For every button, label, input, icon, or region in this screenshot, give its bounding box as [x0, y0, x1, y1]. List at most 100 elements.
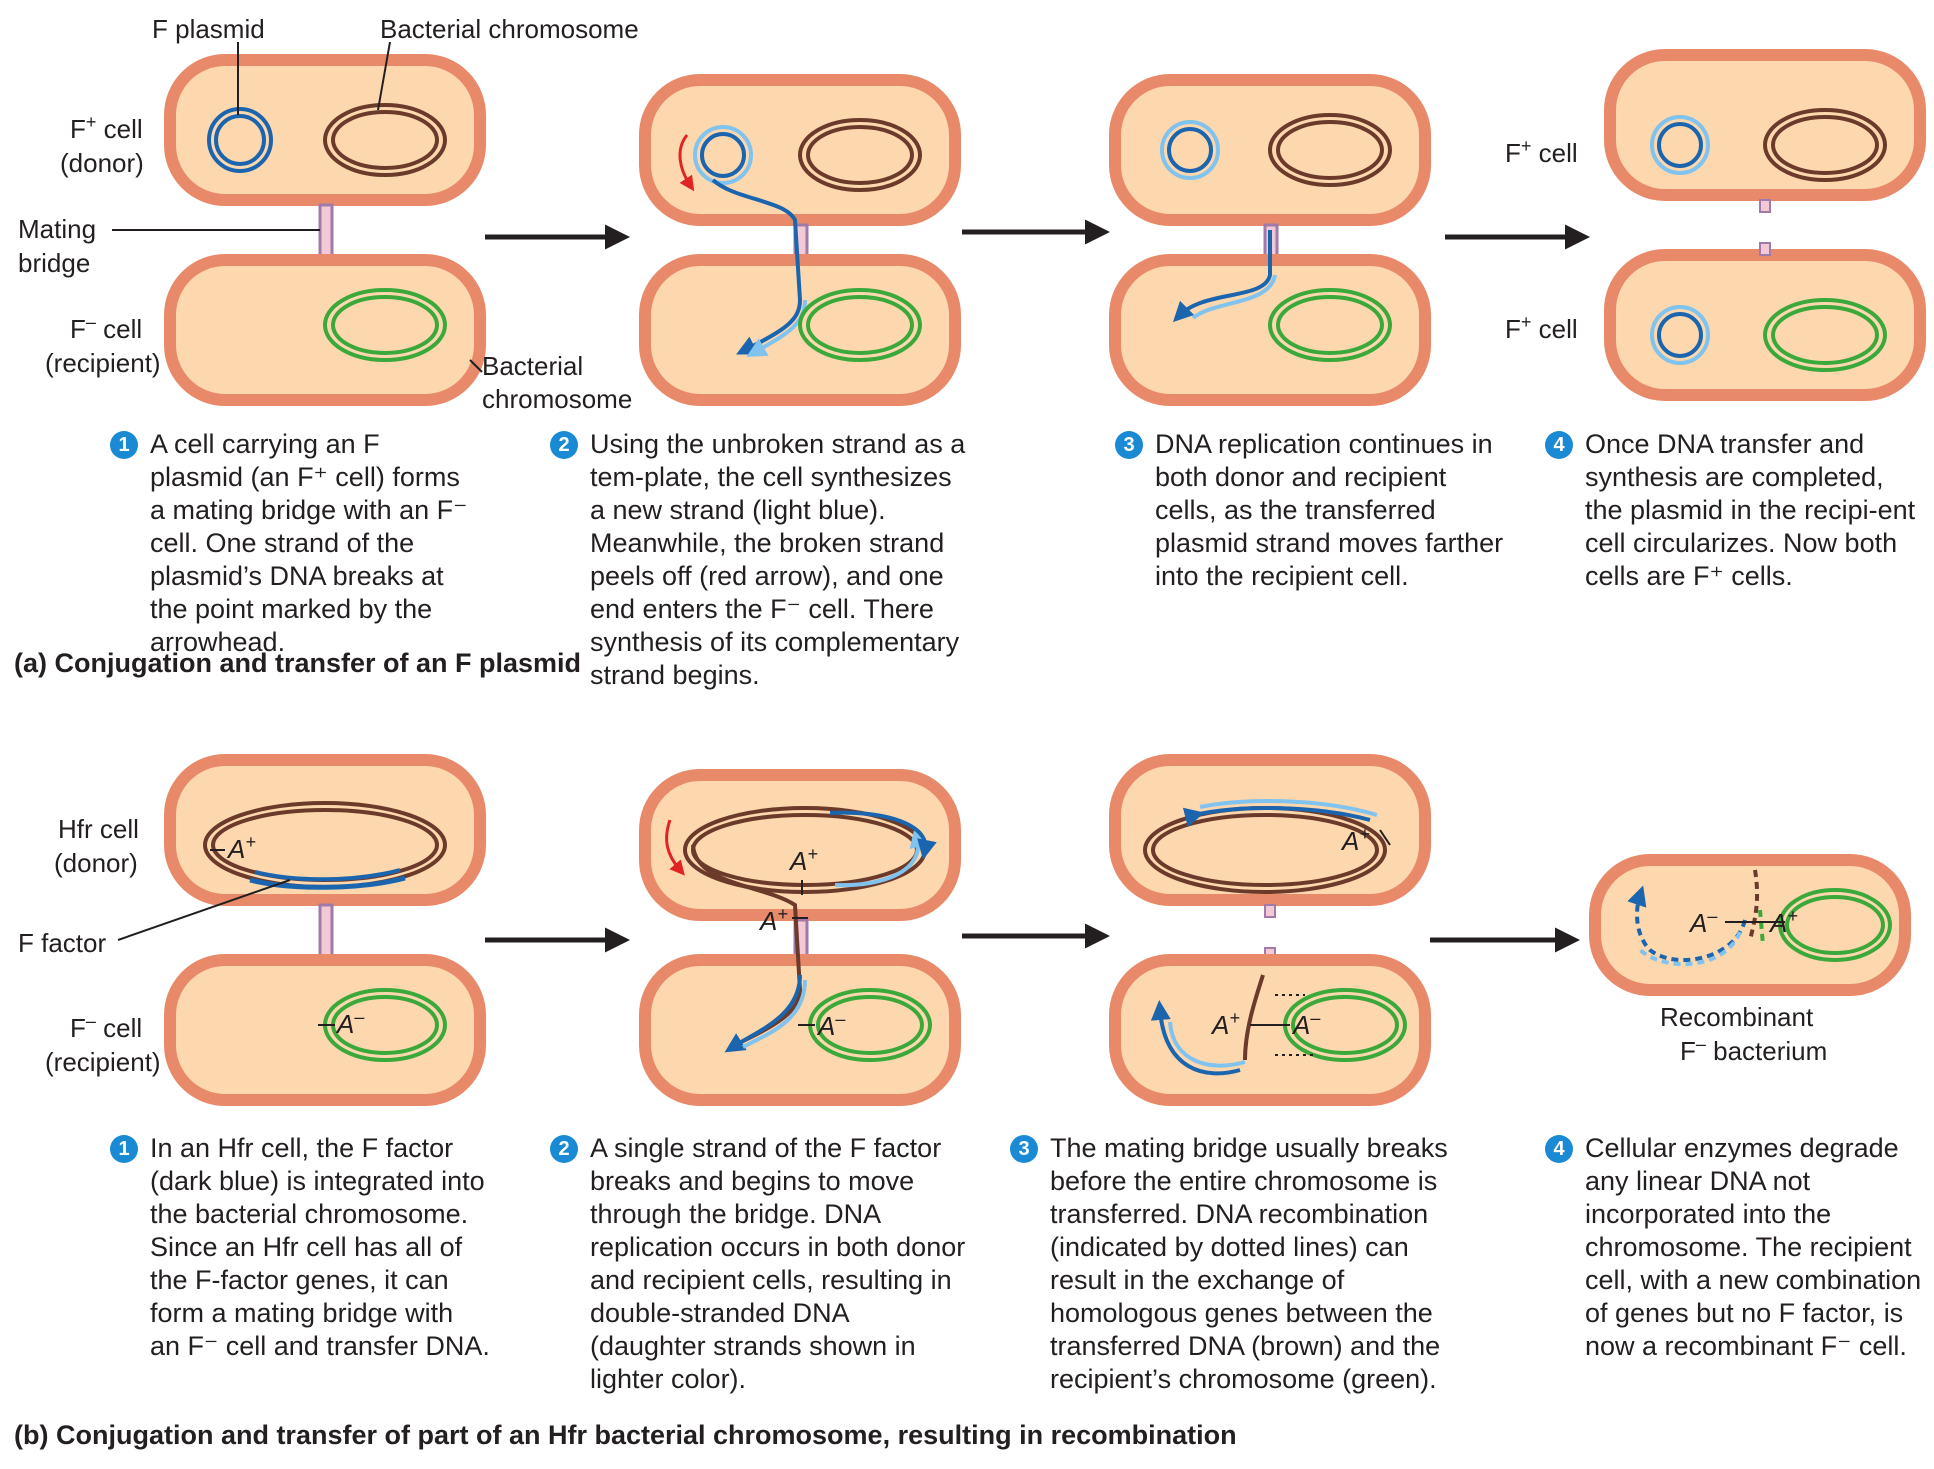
section-a-panels	[112, 41, 1926, 406]
recombinant-chromosome-inner	[1785, 895, 1885, 955]
f-plasmid	[693, 125, 753, 185]
step-text: Using the unbroken strand as a tem-plate…	[590, 429, 966, 690]
recipient-chromosome	[1268, 288, 1392, 362]
recipient-cell	[1109, 954, 1431, 1106]
step-b2: 2 A single strand of the F factor breaks…	[550, 1132, 970, 1396]
panel-a4	[1604, 49, 1926, 401]
label-f-plus-cell-bottom: F+ cell	[1505, 312, 1578, 344]
label-a-plus-b2-bridge: A+	[758, 904, 788, 936]
transfer-strand-light	[1168, 1021, 1246, 1068]
donor-chromosome-inner	[331, 110, 439, 170]
f-plasmid-bottom-inner	[1657, 312, 1703, 358]
step-badge: 4	[1545, 431, 1573, 459]
f-plasmid-top-inner	[1657, 122, 1703, 168]
label-a-plus-b1: A+	[226, 832, 256, 864]
step-text: A cell carrying an F plasmid (an F⁺ cell…	[150, 429, 468, 657]
degraded-strand-light	[1638, 931, 1742, 967]
step-text: Cellular enzymes degrade any linear DNA …	[1585, 1133, 1922, 1361]
panel-a2	[639, 74, 961, 406]
label-bacterial: Bacterial	[482, 351, 583, 381]
step-badge: 2	[550, 1135, 578, 1163]
panel-a1	[164, 54, 486, 406]
recipient-chromosome	[798, 288, 922, 362]
leader-f-factor	[117, 879, 291, 941]
red-arrow	[665, 819, 685, 876]
donor-chromosome	[798, 118, 922, 192]
step-badge: 3	[1115, 431, 1143, 459]
label-f-plasmid: F plasmid	[152, 14, 265, 44]
label-recipient-b: (recipient)	[45, 1047, 161, 1077]
panel-a3	[1109, 74, 1431, 406]
label-a-plus-b3-top: A+	[1340, 824, 1370, 856]
f-plasmid	[207, 107, 273, 173]
mating-bridge	[318, 203, 334, 262]
f-plasmid	[1160, 120, 1220, 180]
hfr-cell	[639, 769, 961, 921]
step-text: The mating bridge usually breaks before …	[1050, 1133, 1448, 1394]
step-b1: 1 In an Hfr cell, the F factor (dark blu…	[110, 1132, 490, 1363]
label-a-plus-b3: A+	[1210, 1008, 1240, 1040]
peel-strand	[711, 178, 803, 355]
step-a2: 2 Using the unbroken strand as a tem-pla…	[550, 428, 970, 692]
f-factor-dark	[1182, 806, 1371, 828]
recipient-chromosome-inner	[1291, 995, 1399, 1055]
recipient-chromosome	[323, 288, 447, 362]
label-mating: Mating	[18, 214, 96, 244]
step-badge: 1	[110, 431, 138, 459]
panel-b1	[164, 754, 486, 1106]
step-text: A single strand of the F factor breaks a…	[590, 1133, 966, 1394]
bridge-stub-bottom	[1759, 242, 1771, 256]
label-a-minus-b4: A–	[1688, 906, 1718, 938]
label-a-plus-b4: A+	[1768, 906, 1798, 938]
f-plasmid-inner	[214, 114, 266, 166]
section-a-labels: F plasmid Bacterial chromosome F+ cell (…	[18, 14, 1578, 414]
label-bacterial-chromosome: Bacterial chromosome	[380, 14, 639, 44]
top-cell	[1604, 49, 1926, 201]
f-plasmid-inner	[1167, 127, 1213, 173]
top-chromosome	[1763, 108, 1887, 182]
label-f-minus-cell-a1: F– cell	[70, 312, 142, 344]
degraded-strand-dark	[1627, 885, 1747, 962]
f-factor-light	[1199, 799, 1378, 817]
step-a1: 1 A cell carrying an F plasmid (an F⁺ ce…	[110, 428, 475, 659]
recombinant-chromosome	[1778, 888, 1892, 962]
step-badge: 4	[1545, 1135, 1573, 1163]
transfer-strand	[1243, 974, 1265, 1061]
label-f-plus-cell-a1: F+ cell	[70, 112, 143, 144]
transfer-strand-light	[1191, 274, 1277, 320]
leader-bact-chrom-2	[469, 359, 483, 373]
label-a-minus-b2: A–	[816, 1009, 846, 1041]
peel-strand-light	[746, 299, 807, 357]
bottom-chromosome	[1763, 298, 1887, 372]
panel-b4	[1589, 854, 1911, 996]
caption-a: (a) Conjugation and transfer of an F pla…	[14, 648, 582, 678]
recipient-chromosome-inner	[806, 295, 914, 355]
bridge-stub-top	[1759, 199, 1771, 213]
transfer-strand-blue	[1150, 1000, 1241, 1076]
transfer-strand-light	[742, 979, 807, 1049]
step-a3: 3 DNA replication continues in both dono…	[1115, 428, 1515, 593]
step-text: DNA replication continues in both donor …	[1155, 429, 1504, 591]
label-donor-b: (donor)	[54, 848, 138, 878]
caption-b: (b) Conjugation and transfer of part of …	[14, 1420, 1237, 1450]
recombined-segment	[1758, 909, 1765, 946]
label-f-plus-cell-top: F+ cell	[1505, 136, 1578, 168]
label-recipient: (recipient)	[45, 348, 161, 378]
bridge-stub-top	[1264, 904, 1276, 918]
label-a-plus-b2-top: A+	[788, 844, 818, 876]
mating-bridge	[318, 903, 334, 962]
recipient-chromosome-inner	[1276, 295, 1384, 355]
donor-chromosome	[323, 103, 447, 177]
step-text: In an Hfr cell, the F factor (dark blue)…	[150, 1133, 490, 1361]
f-factor-segment	[249, 875, 406, 890]
step-badge: 3	[1010, 1135, 1038, 1163]
step-b3: 3 The mating bridge usually breaks befor…	[1010, 1132, 1470, 1396]
leader-bact-chrom	[377, 41, 391, 111]
f-plasmid-inner	[700, 132, 746, 178]
top-chromosome-inner	[1771, 115, 1879, 175]
label-chromosome: chromosome	[482, 384, 632, 414]
hfr-chromosome-inner	[1151, 813, 1379, 887]
recombinant-cell	[1589, 854, 1911, 996]
label-f-minus-cell-b1: F– cell	[70, 1011, 142, 1043]
label-f-factor: F factor	[18, 928, 106, 958]
